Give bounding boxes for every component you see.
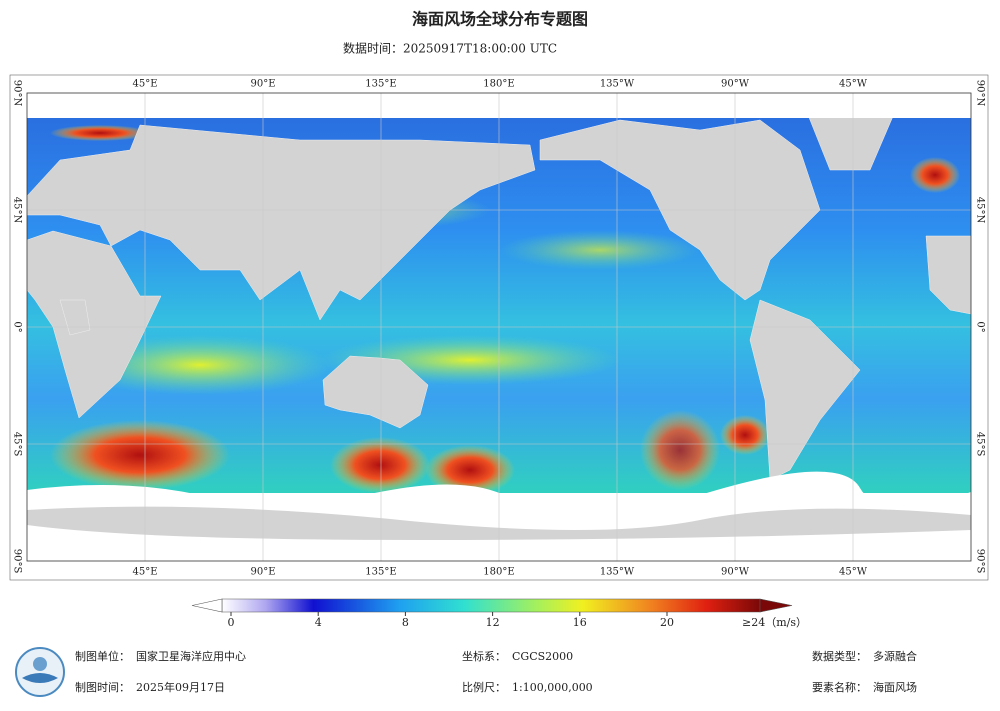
map-frame [26,92,972,562]
logo [15,647,65,697]
footer-label: 数据类型： [812,649,867,663]
footer-label: 比例尺： [462,680,506,694]
footer-item: 比例尺： 1:100,000,000 [462,680,593,694]
lon-label: 135°E [365,79,396,90]
footer-label: 要素名称： [812,680,867,694]
title: 海面风场全球分布专题图 [412,10,588,29]
lat-label: 90°S [975,549,986,574]
lon-label: 135°E [365,567,396,578]
colorbar-max-label: ≥24（m/s） [742,616,807,629]
colorbar-label: 8 [402,616,409,629]
lon-label: 180°E [483,567,514,578]
footer-item: 数据类型： 多源融合 [812,649,917,663]
lon-label: 45°W [839,79,868,90]
lon-label: 90°W [721,79,750,90]
footer-value: 国家卫星海洋应用中心 [136,649,246,663]
lon-label: 135°W [600,79,635,90]
outer-frame [9,74,989,581]
footer-value: CGCS2000 [512,650,573,663]
lat-label: 0° [975,321,986,332]
lat-label: 45°S [975,432,986,457]
footer-item: 要素名称： 海面风场 [812,680,917,694]
footer-label: 制图时间： [75,681,130,694]
footer-value: 1:100,000,000 [512,681,593,694]
footer-item: 坐标系： CGCS2000 [462,649,573,663]
footer-item: 制图时间： 2025年09月17日 [75,680,225,694]
footer-value: 多源融合 [873,649,917,663]
footer-value: 2025年09月17日 [136,680,225,694]
footer-value: 海面风场 [873,680,917,694]
colorbar-label: 20 [660,616,674,629]
lon-label: 90°E [250,567,275,578]
lon-label: 45°E [132,567,157,578]
colorbar [191,598,793,613]
colorbar-label: 4 [315,616,322,629]
lon-label: 90°W [721,567,750,578]
footer-label: 坐标系： [462,649,506,663]
colorbar-label: 16 [573,616,587,629]
colorbar-label: 0 [228,616,235,629]
lon-label: 180°E [483,79,514,90]
lat-label: 90°N [12,80,23,107]
lon-label: 135°W [600,567,635,578]
lat-label: 45°N [975,197,986,224]
subtitle: 数据时间：20250917T18:00:00 UTC [343,41,557,56]
lat-label: 45°N [12,197,23,224]
lon-label: 45°E [132,79,157,90]
lon-label: 45°W [839,567,868,578]
graticule [27,93,971,561]
map [27,93,971,561]
lat-label: 45°S [12,432,23,457]
lat-label: 90°S [12,549,23,574]
lat-label: 90°N [975,80,986,107]
colorbar-label: 12 [486,616,500,629]
footer-item: 制图单位： 国家卫星海洋应用中心 [75,649,246,663]
footer-label: 制图单位： [75,649,130,663]
lon-label: 90°E [250,79,275,90]
lat-label: 0° [12,321,23,332]
